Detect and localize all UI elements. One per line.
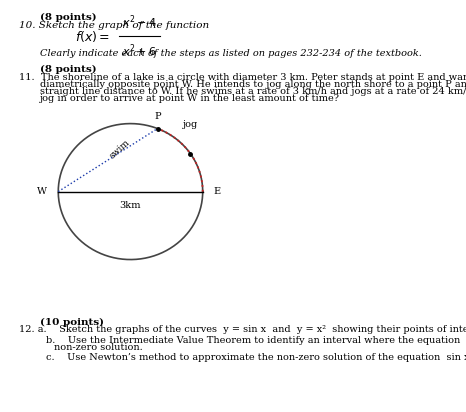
- Text: diametrically opposite point W. He intends to jog along the north shore to a poi: diametrically opposite point W. He inten…: [40, 80, 466, 89]
- Text: W: W: [37, 187, 47, 196]
- Text: E: E: [213, 187, 220, 196]
- Text: 11.  The shoreline of a lake is a circle with diameter 3 km. Peter stands at poi: 11. The shoreline of a lake is a circle …: [19, 73, 466, 82]
- Text: (8 points): (8 points): [40, 13, 96, 22]
- Text: c.    Use Newton’s method to approximate the non-zero solution of the equation  : c. Use Newton’s method to approximate th…: [46, 353, 466, 362]
- Text: jog: jog: [183, 120, 199, 129]
- Text: 10. Sketch the graph of the function: 10. Sketch the graph of the function: [19, 21, 209, 30]
- Text: straight line distance to W. If he swims at a rate of 3 km/h and jogs at a rate : straight line distance to W. If he swims…: [40, 87, 466, 96]
- Text: $x^2+6$: $x^2+6$: [122, 43, 157, 59]
- Text: P: P: [154, 112, 161, 121]
- Text: (10 points): (10 points): [40, 318, 103, 327]
- Text: b.    Use the Intermediate Value Theorem to identify an interval where the equat: b. Use the Intermediate Value Theorem to…: [46, 336, 466, 345]
- Text: non-zero solution.: non-zero solution.: [54, 343, 142, 352]
- Text: jog in order to arrive at point W in the least amount of time?: jog in order to arrive at point W in the…: [40, 94, 340, 103]
- Text: 12. a.    Sketch the graphs of the curves  y = sin x  and  y = x²  showing their: 12. a. Sketch the graphs of the curves y…: [19, 325, 466, 335]
- Text: 3km: 3km: [120, 201, 141, 210]
- Text: (8 points): (8 points): [40, 65, 96, 74]
- Text: swim: swim: [108, 137, 132, 160]
- Text: $x^2-4$: $x^2-4$: [122, 13, 157, 30]
- Text: $f(x)=$: $f(x)=$: [75, 29, 110, 44]
- Text: Clearly indicate each of the steps as listed on pages 232-234 of the textbook.: Clearly indicate each of the steps as li…: [40, 49, 421, 58]
